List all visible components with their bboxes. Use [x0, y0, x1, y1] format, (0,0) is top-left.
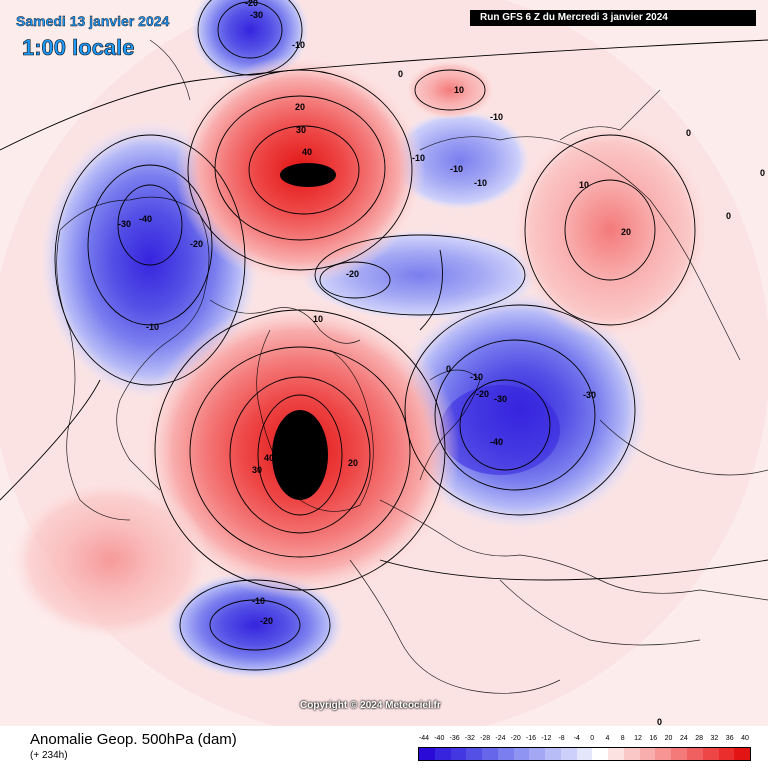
- legend-tick: -12: [541, 735, 552, 742]
- color-legend: -44 -40 -36 -32 -28 -24 -20 -16 -12 -8 -4 0 4 8 12 16 20…: [418, 735, 751, 763]
- contour-label: 20: [348, 458, 358, 468]
- contour-label: -40: [139, 214, 152, 224]
- positive-anomaly-pacific-east: [510, 120, 710, 340]
- contour-label: -20: [260, 616, 273, 626]
- contour-label: -20: [346, 269, 359, 279]
- legend-tick: 0: [590, 735, 595, 742]
- lead-time: (+ 234h): [30, 750, 68, 761]
- contour-label: -10: [292, 40, 305, 50]
- legend-tick: 16: [649, 735, 658, 742]
- contour-label: -30: [250, 10, 263, 20]
- contour-label: 0: [657, 717, 662, 726]
- legend-tick: 4: [605, 735, 610, 742]
- legend-swatch: [545, 748, 561, 760]
- contour-label: 0: [686, 128, 691, 138]
- contour-label: -40: [490, 437, 503, 447]
- legend-swatch: [576, 748, 593, 760]
- legend-swatch: [639, 748, 656, 760]
- legend-swatch: [702, 748, 719, 760]
- legend-swatch: [592, 748, 609, 760]
- legend-tick: -20: [510, 735, 521, 742]
- contour-label: -10: [470, 372, 483, 382]
- contour-label: 10: [313, 314, 323, 324]
- legend-swatch: [434, 748, 451, 760]
- contour-label: 0: [398, 69, 403, 79]
- legend-tick: -24: [495, 735, 506, 742]
- legend-tick: -28: [480, 735, 491, 742]
- contour-label: 10: [454, 85, 464, 95]
- extreme-core-greenland: [272, 410, 328, 500]
- legend-tick: -8: [558, 735, 565, 742]
- legend-tick: -16: [525, 735, 537, 742]
- contour-label: 10: [579, 180, 589, 190]
- contour-label: -10: [450, 164, 463, 174]
- legend-tick: 8: [620, 735, 625, 742]
- valid-date: Samedi 13 janvier 2024: [16, 13, 170, 29]
- negative-anomaly-east-siberia: [390, 110, 530, 210]
- legend-color-bar: [418, 747, 751, 761]
- contour-label: -20: [245, 0, 258, 8]
- negative-core-siberia: [440, 385, 560, 475]
- contour-lines: [0, 0, 768, 671]
- contour-label: -10: [146, 322, 159, 332]
- legend-tick: 24: [679, 735, 688, 742]
- contour-label: 0: [726, 211, 731, 221]
- legend-tick: -32: [464, 735, 475, 742]
- legend-swatch: [497, 748, 514, 760]
- legend-swatch: [466, 748, 483, 760]
- contour-label: 0: [446, 364, 451, 374]
- legend-swatch: [419, 748, 435, 760]
- contour-label: 20: [295, 102, 305, 112]
- positive-anomaly-bering: [405, 60, 495, 120]
- contour-label: -10: [412, 153, 425, 163]
- legend-swatch: [671, 748, 688, 760]
- legend-swatch: [623, 748, 640, 760]
- coastlines: [56, 39, 768, 694]
- legend-swatch: [687, 748, 703, 760]
- contour-label: -10: [490, 112, 503, 122]
- contour-label: -10: [474, 178, 487, 188]
- legend-tick: 32: [710, 735, 719, 742]
- legend-tick-labels: -44 -40 -36 -32 -28 -24 -20 -16 -12 -8 -4 0 4 8 12 16 20…: [418, 735, 751, 745]
- parameter-title: Anomalie Geop. 500hPa (dam): [30, 731, 237, 748]
- legend-tick: 20: [664, 735, 673, 742]
- legend-swatch: [529, 748, 546, 760]
- contour-label: -10: [252, 596, 265, 606]
- legend-tick: -40: [434, 735, 445, 742]
- contour-label: 40: [302, 147, 312, 157]
- contour-label: -20: [476, 389, 489, 399]
- legend-swatch: [450, 748, 467, 760]
- legend-tick: 28: [695, 735, 704, 742]
- legend-tick: -36: [449, 735, 460, 742]
- legend-tick: 36: [725, 735, 734, 742]
- contour-label: -30: [118, 219, 131, 229]
- contour-label-group: -20 -30 -10 0 10 -10 20 30 40 -10 0 -10 …: [118, 0, 765, 726]
- contour-label: 40: [264, 453, 274, 463]
- positive-anomaly-subtropic: [10, 480, 210, 640]
- legend-swatch: [734, 748, 751, 760]
- contour-label: 30: [296, 125, 306, 135]
- legend-swatch: [513, 748, 530, 760]
- contour-label: 20: [621, 227, 631, 237]
- legend-swatch: [608, 748, 624, 760]
- contour-label: 30: [252, 465, 262, 475]
- legend-swatch: [718, 748, 735, 760]
- contour-label: -30: [494, 394, 507, 404]
- legend-tick: -44: [418, 735, 430, 742]
- legend-swatch: [482, 748, 498, 760]
- run-info-banner: Run GFS 6 Z du Mercredi 3 janvier 2024: [470, 10, 756, 26]
- local-hour: 1:00 locale: [22, 35, 135, 61]
- contour-label: 0: [760, 168, 765, 178]
- extreme-core-alaska: [280, 163, 336, 187]
- anomaly-map: -20 -30 -10 0 10 -10 20 30 40 -10 0 -10 …: [0, 0, 768, 726]
- contour-label: -30: [583, 390, 596, 400]
- legend-swatch: [655, 748, 672, 760]
- contour-label: -20: [190, 239, 203, 249]
- copyright: Copyright © 2024 Meteociel.fr: [300, 700, 441, 711]
- legend-tick: -4: [573, 735, 580, 742]
- legend-tick: 12: [634, 735, 642, 742]
- legend-tick: 40: [741, 735, 749, 742]
- legend-swatch: [560, 748, 577, 760]
